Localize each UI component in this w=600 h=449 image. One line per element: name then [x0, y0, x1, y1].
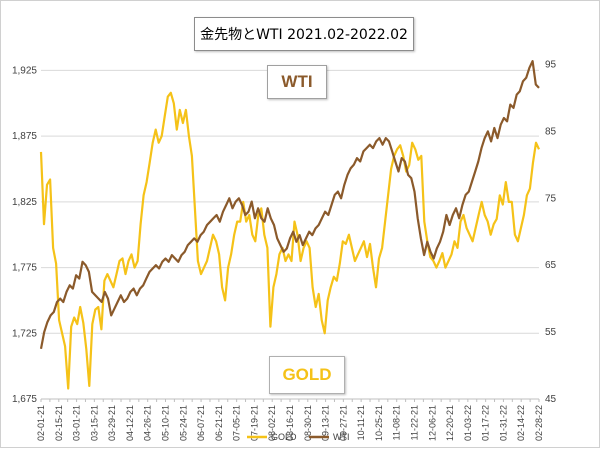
x-tick-label: 06-07-21 — [196, 405, 206, 441]
left-tick-label: 1,725 — [12, 328, 37, 339]
x-tick-label: 01-17-22 — [481, 405, 491, 441]
right-tick-label: 55 — [545, 327, 557, 338]
x-tick-label: 02-01-21 — [36, 405, 46, 441]
x-tick-label: 02-28-22 — [534, 405, 544, 441]
left-tick-label: 1,775 — [12, 263, 37, 274]
x-tick-label: 03-15-21 — [89, 405, 99, 441]
x-tick-label: 11-08-21 — [392, 405, 402, 440]
chart-title: 金先物とWTI 2021.02-2022.02 — [194, 17, 414, 51]
x-tick-label: 03-01-21 — [72, 405, 82, 441]
x-tick-label: 01-31-22 — [498, 405, 508, 441]
legend: GOLD WTI — [247, 432, 350, 442]
x-tick-label: 05-24-21 — [178, 405, 188, 441]
wti-annotation: WTI — [267, 65, 327, 99]
x-tick-label: 08-02-21 — [267, 405, 277, 441]
series — [39, 59, 541, 390]
x-tick-label: 04-26-21 — [143, 405, 153, 441]
x-tick-label: 12-20-21 — [445, 405, 455, 441]
left-tick-label: 1,825 — [12, 197, 37, 208]
right-tick-label: 75 — [545, 193, 557, 204]
x-axis-ticks: 02-01-21 02-15-21 03-01-21 03-15-21 03-29-21… — [36, 399, 544, 441]
x-tick-label: 08-16-21 — [285, 405, 295, 441]
x-tick-label: 09-27-21 — [338, 405, 348, 441]
right-tick-label: 65 — [545, 260, 557, 271]
x-tick-label: 01-03-22 — [463, 405, 473, 441]
legend-label-gold: GOLD — [271, 432, 297, 442]
gridlines — [41, 69, 539, 400]
left-tick-label: 1,675 — [12, 394, 37, 405]
x-tick-label: 09-13-21 — [321, 405, 331, 441]
x-tick-label: 02-14-22 — [516, 405, 526, 441]
x-tick-label: 04-12-21 — [125, 405, 135, 441]
x-tick-label: 07-19-21 — [249, 405, 259, 441]
left-tick-label: 1,875 — [12, 131, 37, 142]
right-axis-ticks: 45 55 65 75 85 95 — [545, 59, 557, 405]
x-tick-label: 06-21-21 — [214, 405, 224, 441]
left-axis-ticks: 1,675 1,725 1,775 1,825 1,875 1,925 — [12, 65, 37, 405]
left-tick-label: 1,925 — [12, 65, 37, 76]
x-tick-label: 10-25-21 — [374, 405, 384, 441]
x-tick-label: 03-29-21 — [107, 405, 117, 441]
legend-label-wti: WTI — [333, 432, 350, 442]
right-tick-label: 85 — [545, 126, 557, 137]
x-tick-label: 08-30-21 — [303, 405, 313, 441]
right-tick-label: 45 — [545, 394, 557, 405]
x-tick-label: 12-06-21 — [427, 405, 437, 441]
x-tick-label: 11-22-21 — [410, 405, 420, 440]
x-tick-label: 02-15-21 — [54, 405, 64, 441]
x-tick-label: 10-11-21 — [356, 405, 366, 440]
x-tick-label: 05-10-21 — [161, 405, 171, 441]
series-line-wti — [39, 59, 540, 350]
x-tick-label: 07-05-21 — [232, 405, 242, 441]
gold-annotation: GOLD — [269, 356, 345, 394]
series-line-gold — [39, 91, 541, 390]
right-tick-label: 95 — [545, 59, 557, 70]
